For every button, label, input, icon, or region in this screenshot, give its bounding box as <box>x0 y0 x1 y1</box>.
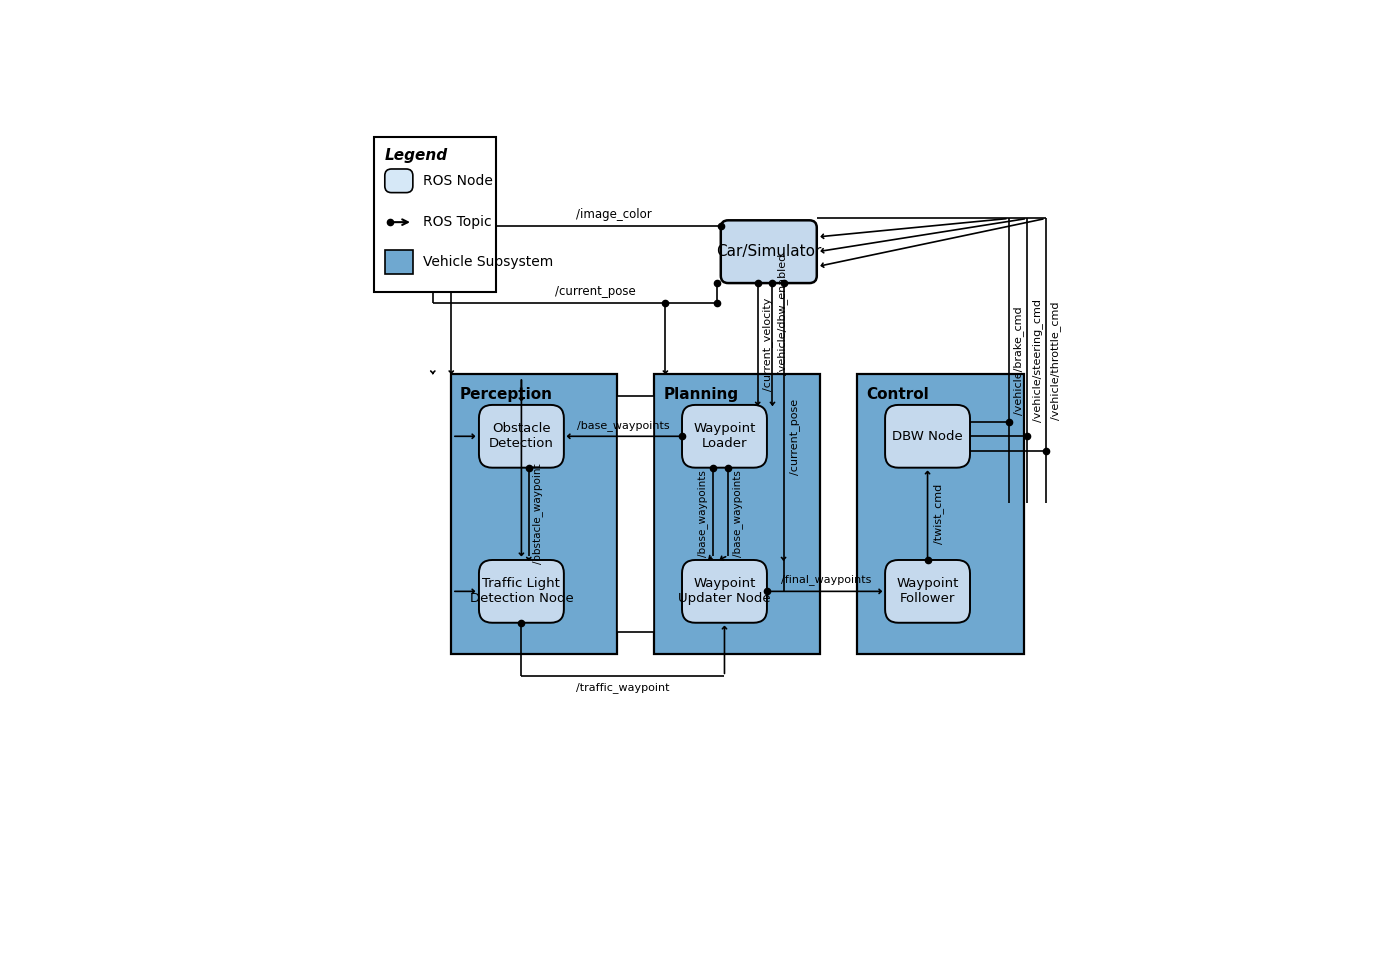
Text: Obstacle
Detection: Obstacle Detection <box>489 422 554 451</box>
Text: /image_color: /image_color <box>576 208 651 221</box>
Text: DBW Node: DBW Node <box>892 430 963 443</box>
Text: ROS Topic: ROS Topic <box>423 215 491 229</box>
Text: ROS Node: ROS Node <box>423 174 493 188</box>
Bar <box>373 137 496 292</box>
Text: /vehicle/brake_cmd: /vehicle/brake_cmd <box>1013 306 1025 415</box>
Text: Planning: Planning <box>663 386 738 402</box>
Text: /current_pose: /current_pose <box>789 399 800 476</box>
Text: /base_waypoints: /base_waypoints <box>732 471 743 557</box>
Text: Perception: Perception <box>461 386 553 402</box>
Text: /current_pose: /current_pose <box>555 285 636 298</box>
FancyBboxPatch shape <box>682 405 767 468</box>
Text: /final_waypoints: /final_waypoints <box>781 574 871 585</box>
Text: /base_waypoints: /base_waypoints <box>576 420 670 432</box>
Text: Vehicle Subsystem: Vehicle Subsystem <box>423 255 554 269</box>
Text: Traffic Light
Detection Node: Traffic Light Detection Node <box>469 577 574 605</box>
Text: /vehicle/steering_cmd: /vehicle/steering_cmd <box>1031 299 1043 422</box>
Text: Waypoint
Loader: Waypoint Loader <box>693 422 756 451</box>
Text: /traffic_waypoint: /traffic_waypoint <box>576 682 670 693</box>
FancyBboxPatch shape <box>885 405 970 468</box>
FancyBboxPatch shape <box>384 169 413 193</box>
Text: /current_velocity: /current_velocity <box>763 297 773 390</box>
FancyBboxPatch shape <box>885 560 970 622</box>
Bar <box>451 374 618 654</box>
FancyBboxPatch shape <box>721 221 817 283</box>
FancyBboxPatch shape <box>479 560 564 622</box>
Text: Waypoint
Follower: Waypoint Follower <box>896 577 959 605</box>
Text: /obstacle_waypoint: /obstacle_waypoint <box>533 463 543 564</box>
FancyBboxPatch shape <box>479 405 564 468</box>
Text: /vehicle/throttle_cmd: /vehicle/throttle_cmd <box>1050 301 1061 420</box>
Text: Control: Control <box>866 386 928 402</box>
Bar <box>857 374 1023 654</box>
Text: /base_waypoints: /base_waypoints <box>697 471 709 557</box>
Text: /vehicle/dbw_enabled: /vehicle/dbw_enabled <box>777 254 788 375</box>
Text: /twist_cmd: /twist_cmd <box>934 483 944 544</box>
Bar <box>618 396 654 632</box>
Text: Legend: Legend <box>384 149 448 163</box>
Text: Car/Simulator: Car/Simulator <box>715 245 821 259</box>
FancyBboxPatch shape <box>682 560 767 622</box>
Text: Waypoint
Updater Node: Waypoint Updater Node <box>678 577 771 605</box>
Bar <box>384 250 413 274</box>
Bar <box>654 374 820 654</box>
